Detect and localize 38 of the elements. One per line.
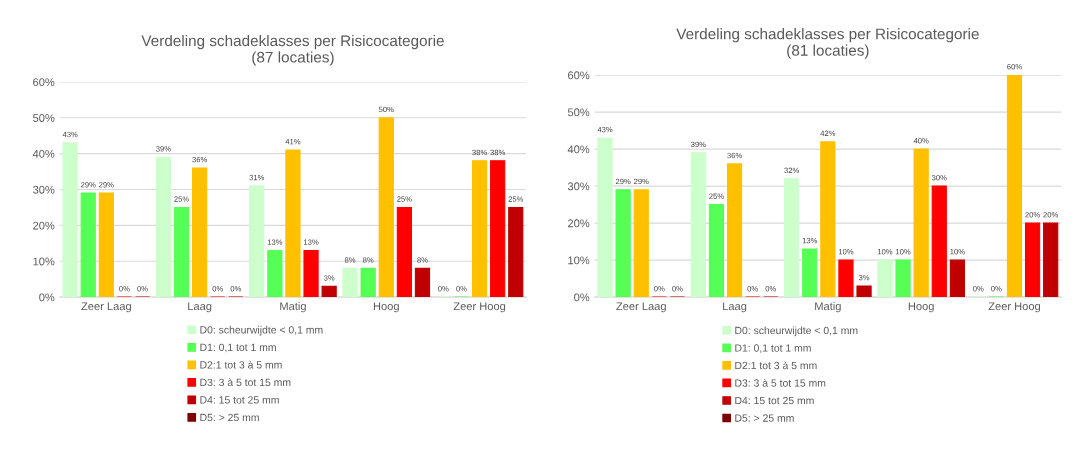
x-tick-label: Zeer Hoog bbox=[988, 302, 1041, 313]
legend-label: D0: scheurwijdte < 0,1 mm bbox=[735, 326, 858, 337]
legend-label: D3: 3 à 5 tot 15 mm bbox=[735, 378, 826, 387]
x-tick-label: Hoog bbox=[908, 302, 934, 313]
y-tick-label: 10% bbox=[33, 257, 55, 266]
x-tick-label: Matig bbox=[280, 301, 306, 313]
y-tick-label: 50% bbox=[33, 114, 55, 122]
legend-label: D3: 3 à 5 tot 15 mm bbox=[200, 378, 291, 387]
chart-title: Verdeling schadeklasses per Risicocategorie (81 locaties) bbox=[676, 28, 979, 59]
legend-label: D4: 15 tot 25 mm bbox=[735, 396, 814, 405]
y-tick-label: 20% bbox=[568, 219, 590, 228]
y-tick-label: 30% bbox=[567, 182, 590, 191]
legend-label: D5: > 25 mm bbox=[735, 414, 794, 422]
y-tick-label: 20% bbox=[33, 221, 55, 230]
legend-label: D2:1 tot 3 à 5 mm bbox=[735, 361, 817, 370]
legend-label: D5: > 25 mm bbox=[200, 413, 259, 422]
y-tick-label: 60% bbox=[33, 78, 55, 87]
x-tick-label: Zeer Laag bbox=[616, 302, 666, 313]
y-tick-label: 30% bbox=[33, 185, 55, 194]
y-tick-label: 40% bbox=[32, 149, 55, 158]
x-tick-label: Hoog bbox=[373, 302, 399, 313]
legend-label: D4: 15 tot 25 mm bbox=[200, 396, 279, 404]
legend-label: D2:1 tot 3 à 5 mm bbox=[200, 360, 282, 369]
legend-label: D0: scheurwijdte < 0,1 mm bbox=[200, 325, 323, 336]
x-tick-label: Matig bbox=[815, 301, 841, 313]
legend-label: D1: 0,1 tot 1 mm bbox=[735, 344, 811, 353]
y-tick-label: 0% bbox=[574, 293, 590, 302]
x-tick-label: Laag bbox=[723, 302, 747, 313]
x-tick-label: Laag bbox=[188, 302, 212, 313]
y-tick-label: 50% bbox=[567, 108, 590, 117]
x-tick-label: Zeer Laag bbox=[81, 302, 131, 313]
chart-title: Verdeling schadeklasses per Risicocategorie (87 locaties) bbox=[141, 34, 444, 66]
legend-label: D1: 0,1 tot 1 mm bbox=[200, 343, 276, 353]
y-tick-label: 10% bbox=[568, 256, 590, 265]
x-tick-label: Zeer Hoog bbox=[453, 302, 506, 313]
y-tick-label: 60% bbox=[568, 71, 590, 80]
y-tick-label: 40% bbox=[567, 145, 590, 154]
y-tick-label: 0% bbox=[39, 293, 55, 302]
